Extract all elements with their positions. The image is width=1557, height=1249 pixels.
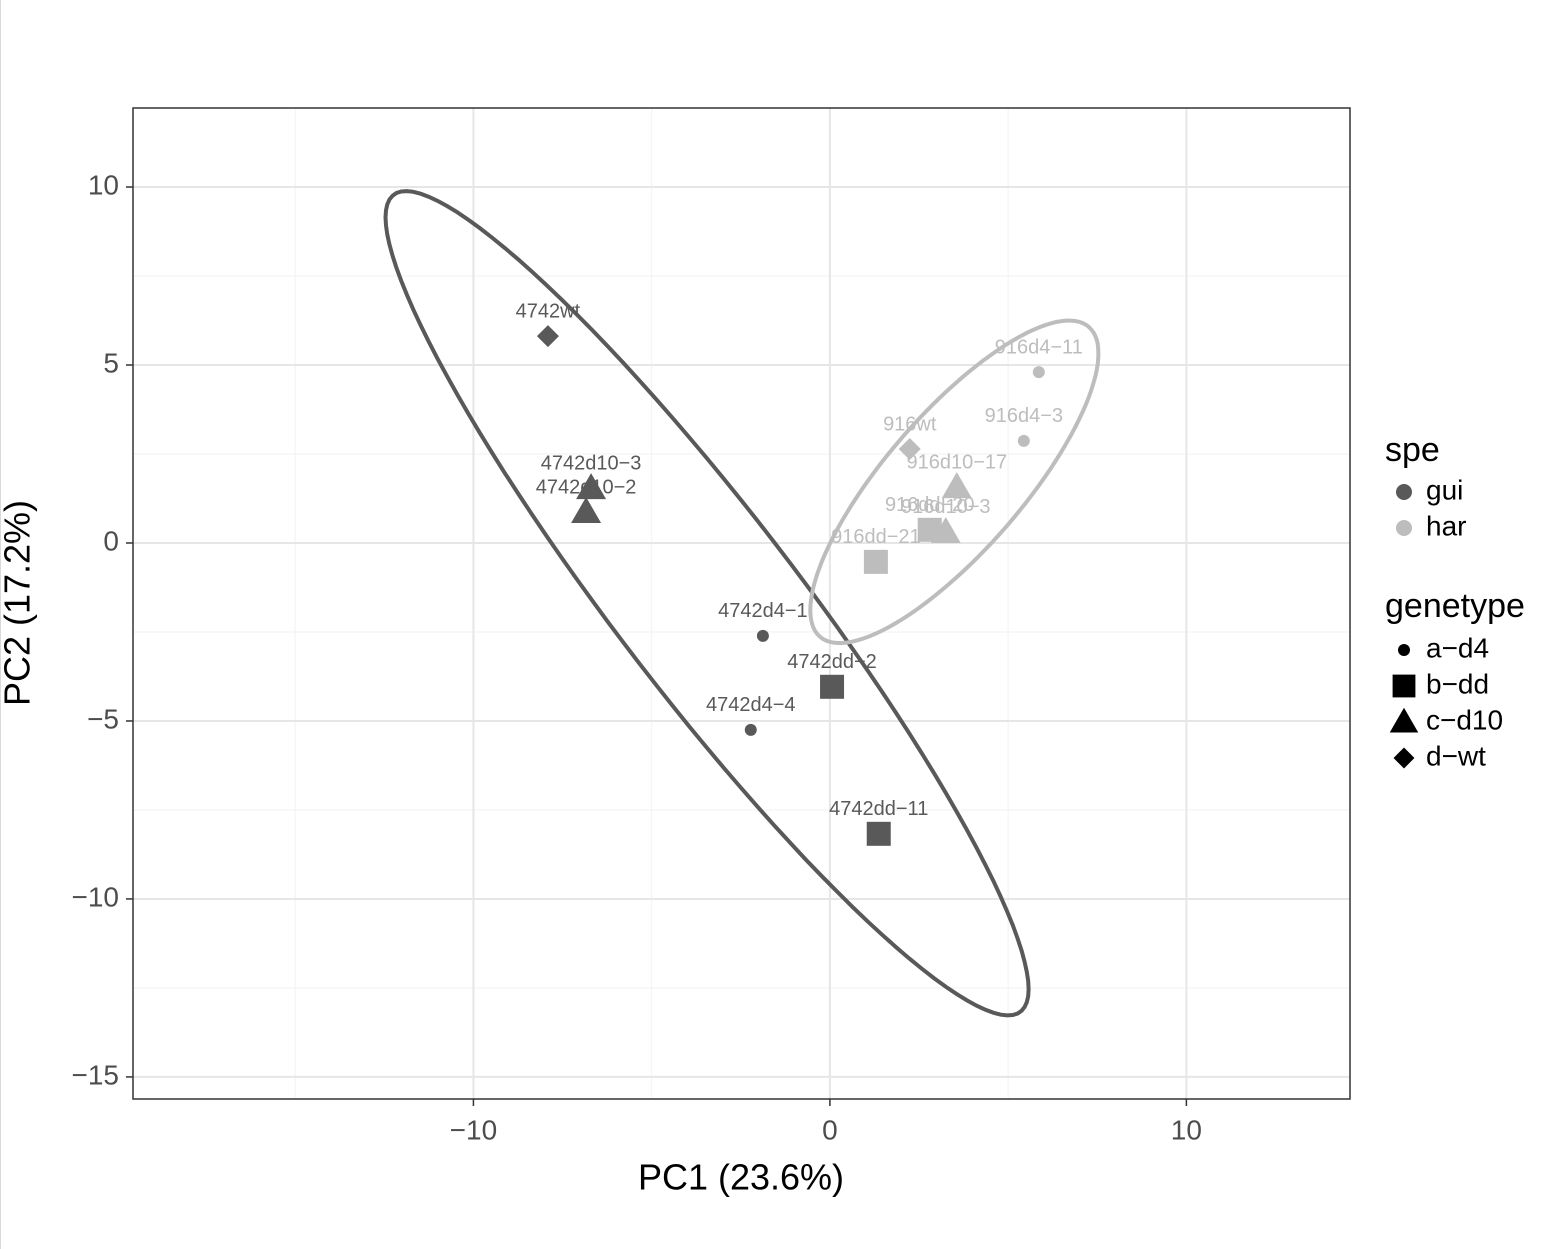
point-label: 916d10−3 xyxy=(901,496,991,518)
point xyxy=(576,473,607,500)
legend-label: gui xyxy=(1426,474,1463,505)
point-label: 4742wt xyxy=(516,300,581,322)
plot-border xyxy=(132,107,1351,1100)
point-label: 916dd−21 xyxy=(831,526,921,548)
point xyxy=(536,325,559,348)
y-tick-label: −10 xyxy=(72,881,120,912)
y-tick-label: −5 xyxy=(87,703,119,734)
legend-key xyxy=(1389,707,1419,733)
y-axis-title: PC2 (17.2%) xyxy=(0,500,38,706)
point xyxy=(744,723,757,736)
ellipse xyxy=(808,318,1101,645)
point xyxy=(898,438,921,461)
legend-label: d−wt xyxy=(1426,740,1486,771)
point-label: 4742d4−1 xyxy=(718,600,808,622)
y-tick-label: 0 xyxy=(103,525,119,556)
point-label: 4742d10−3 xyxy=(541,452,642,474)
legend-key xyxy=(1392,674,1416,698)
legend-key xyxy=(1396,484,1412,500)
y-tick-label: 5 xyxy=(103,347,119,378)
legend-label: har xyxy=(1426,510,1466,541)
point-label: 916dd−20 xyxy=(885,494,975,516)
legend-label: b−dd xyxy=(1426,668,1489,699)
point xyxy=(1017,434,1030,447)
legend-label: a−d4 xyxy=(1426,632,1489,663)
y-tick-label: 10 xyxy=(88,169,119,200)
legend-label: c−d10 xyxy=(1426,704,1503,735)
point-label: 4742d10−2 xyxy=(536,476,637,498)
legend-title: genetype xyxy=(1385,587,1525,625)
x-tick-label: 10 xyxy=(1171,1114,1202,1145)
point-label: 4742dd−11 xyxy=(829,798,928,820)
point-label: 916d10−17 xyxy=(906,451,1007,473)
point xyxy=(1032,366,1045,379)
legend-key xyxy=(1398,644,1410,656)
legend-key xyxy=(1393,747,1415,769)
legend-title: spe xyxy=(1385,431,1440,469)
point xyxy=(930,516,961,543)
point-label: 916wt xyxy=(883,413,937,435)
point-label: 4742dd−2 xyxy=(787,651,877,673)
point xyxy=(820,674,845,699)
y-tick-label: −15 xyxy=(72,1059,120,1090)
ellipse xyxy=(383,189,1031,1018)
point-label: 4742d4−4 xyxy=(706,694,796,716)
point xyxy=(866,821,891,846)
point-label: 916d4−3 xyxy=(985,405,1063,427)
point xyxy=(863,549,888,574)
x-tick-label: −10 xyxy=(450,1114,498,1145)
x-tick-label: 0 xyxy=(822,1114,838,1145)
point xyxy=(756,629,769,642)
point xyxy=(571,497,602,524)
point-label: 916d4−11 xyxy=(995,336,1083,358)
point xyxy=(941,472,972,499)
x-axis-title: PC1 (23.6%) xyxy=(638,1157,844,1198)
legend-key xyxy=(1396,520,1412,536)
